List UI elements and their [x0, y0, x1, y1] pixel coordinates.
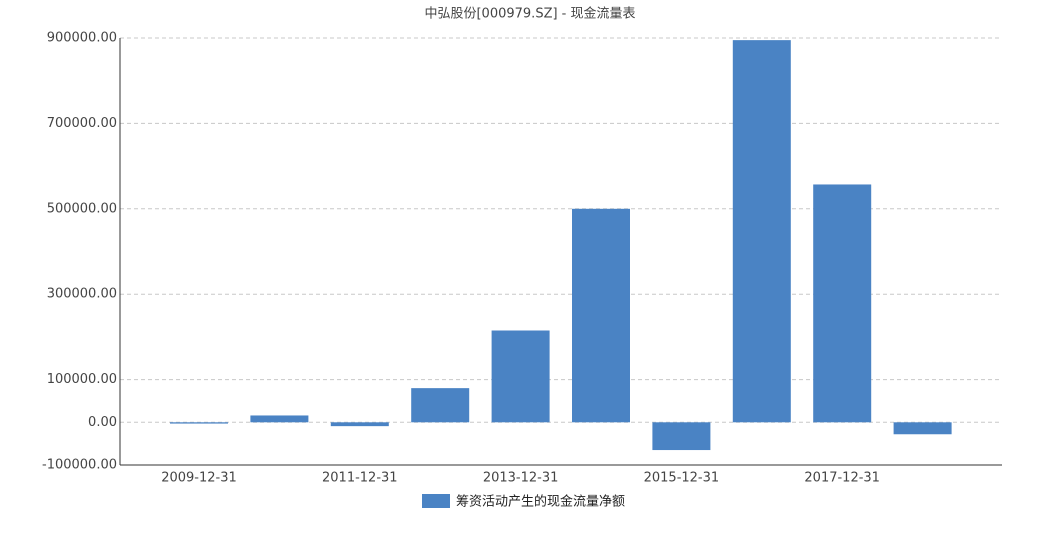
bar — [411, 388, 470, 423]
x-tick-label: 2011-12-31 — [322, 471, 398, 486]
chart-title: 中弘股份[000979.SZ] - 现金流量表 — [424, 6, 635, 22]
legend-label: 筹资活动产生的现金流量净额 — [456, 494, 625, 510]
x-tick-label: 2017-12-31 — [804, 471, 880, 486]
legend-swatch — [422, 494, 450, 508]
bar — [250, 415, 309, 423]
y-tick-label: 0.00 — [88, 415, 117, 430]
bar — [170, 422, 228, 424]
bar — [652, 422, 711, 451]
bar — [893, 422, 952, 435]
bar — [491, 330, 550, 423]
x-tick-label: 2013-12-31 — [483, 471, 559, 486]
bar — [732, 40, 791, 423]
y-tick-label: -100000.00 — [42, 458, 117, 473]
y-tick-label: 900000.00 — [47, 31, 117, 46]
x-tick-label: 2009-12-31 — [161, 471, 237, 486]
y-tick-label: 700000.00 — [47, 116, 117, 131]
x-tick-label: 2015-12-31 — [644, 471, 720, 486]
bar — [572, 208, 630, 423]
bar — [813, 184, 872, 423]
y-tick-label: 300000.00 — [47, 287, 117, 302]
bar — [330, 422, 389, 427]
y-tick-label: 100000.00 — [47, 372, 117, 387]
y-tick-label: 500000.00 — [47, 201, 117, 216]
